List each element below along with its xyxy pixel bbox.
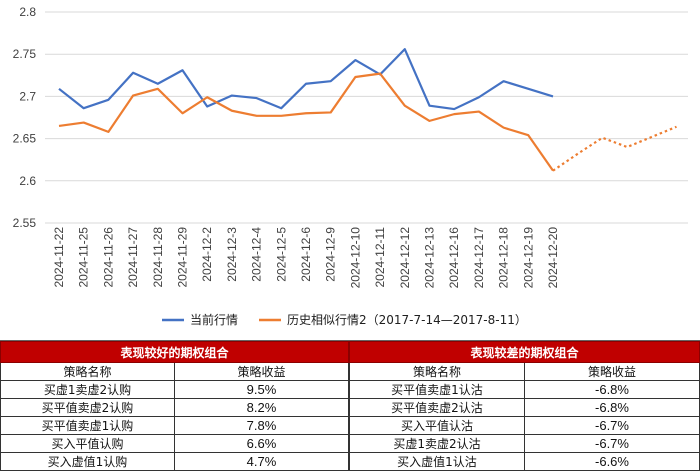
chart-area: 2.55 2.6 2.65 2.7 2.75 2.8 2024-11-22 2024-11-…	[13, 5, 688, 327]
strategy-return: 4.7%	[174, 452, 349, 471]
good-header-name: 策略名称	[0, 362, 175, 381]
table-row: 买虚1卖虚2认沽 -6.7%	[349, 434, 700, 453]
option-strategy-tables: 表现较好的期权组合 策略名称 策略收益 买虚1卖虚2认购 9.5% 买平值卖虚2认…	[0, 340, 700, 473]
x-tick-label: 2024-12-2	[200, 227, 214, 282]
x-tick-label: 2024-11-28	[151, 227, 165, 288]
good-header-return: 策略收益	[174, 362, 349, 381]
x-tick-label: 2024-11-26	[101, 227, 115, 288]
series-lines	[58, 48, 677, 172]
x-tick-label: 2024-12-16	[447, 227, 461, 289]
legend-label-historical: 历史相似行情2（2017-7-14—2017-8-11）	[287, 313, 527, 327]
x-tick-label: 2024-11-22	[52, 227, 66, 288]
strategy-name: 买入虚值1认沽	[349, 452, 525, 471]
bad-strategies-table: 表现较差的期权组合 策略名称 策略收益 买平值卖虚1认沽 -6.8% 买平值卖虚2…	[349, 341, 700, 471]
good-table-title: 表现较好的期权组合	[0, 341, 349, 363]
y-tick-label: 2.75	[13, 47, 37, 61]
strategy-return: 9.5%	[174, 380, 349, 399]
strategy-return: -6.7%	[524, 434, 700, 453]
series-line-1	[58, 72, 554, 172]
x-tick-label: 2024-12-6	[299, 227, 313, 282]
legend: 当前行情 历史相似行情2（2017-7-14—2017-8-11）	[162, 312, 527, 327]
x-tick-label: 2024-12-10	[348, 227, 362, 289]
strategy-name: 买入平值认购	[0, 434, 175, 453]
strategy-name: 买平值卖虚2认购	[0, 398, 175, 417]
x-tick-label: 2024-12-19	[521, 227, 535, 289]
y-tick-label: 2.55	[13, 216, 37, 230]
strategy-name: 买平值卖虚1认沽	[349, 380, 525, 399]
x-tick-label: 2024-12-18	[497, 227, 511, 289]
strategy-name: 买平值卖虚1认购	[0, 416, 175, 435]
x-tick-label: 2024-12-20	[546, 227, 560, 289]
strategy-name: 买虚1卖虚2认购	[0, 380, 175, 399]
x-tick-label: 2024-11-29	[176, 227, 190, 288]
x-tick-label: 2024-12-5	[274, 227, 288, 282]
strategy-return: -6.7%	[524, 416, 700, 435]
strategy-return: 8.2%	[174, 398, 349, 417]
x-tick-label: 2024-12-4	[250, 227, 264, 282]
x-tick-label: 2024-12-17	[472, 227, 486, 289]
strategy-return: -6.8%	[524, 398, 700, 417]
legend-label-current: 当前行情	[190, 312, 238, 327]
line-chart: 2.552.62.652.72.752.8 2024-11-22 2024-11-…	[13, 5, 688, 327]
series-projection-1	[552, 125, 677, 172]
strategy-return: -6.8%	[524, 380, 700, 399]
table-row: 买入虚值1认购 4.7%	[0, 452, 349, 471]
x-tick-label: 2024-12-9	[324, 227, 338, 282]
table-row: 买平值卖虚2认购 8.2%	[0, 398, 349, 417]
y-tick-label: 2.8	[19, 5, 36, 19]
strategy-name: 买虚1卖虚2认沽	[349, 434, 525, 453]
bad-table-title: 表现较差的期权组合	[349, 341, 700, 363]
table-row: 买平值卖虚1认沽 -6.8%	[349, 380, 700, 399]
x-axis-ticks: 2024-11-22 2024-11-25 2024-11-26 2024-11-27…	[52, 227, 560, 289]
x-tick-label: 2024-12-12	[398, 227, 412, 289]
strategy-name: 买入虚值1认购	[0, 452, 175, 471]
strategy-return: 7.8%	[174, 416, 349, 435]
strategy-name: 买平值卖虚2认沽	[349, 398, 525, 417]
y-tick-label: 2.65	[13, 132, 37, 146]
y-axis-ticks: 2.55 2.6 2.65 2.7 2.75 2.8	[13, 5, 37, 230]
table-row: 买虚1卖虚2认购 9.5%	[0, 380, 349, 399]
x-tick-label: 2024-11-27	[126, 227, 140, 288]
table-row: 买入虚值1认沽 -6.6%	[349, 452, 700, 471]
table-row: 买平值卖虚1认购 7.8%	[0, 416, 349, 435]
x-tick-label: 2024-12-11	[373, 227, 387, 288]
strategy-return: -6.6%	[524, 452, 700, 471]
grid-lines	[45, 11, 688, 224]
y-tick-label: 2.7	[19, 89, 36, 103]
series-line-0	[58, 48, 554, 111]
table-row: 买平值卖虚2认沽 -6.8%	[349, 398, 700, 417]
strategy-name: 买入平值认沽	[349, 416, 525, 435]
table-row: 买入平值认沽 -6.7%	[349, 416, 700, 435]
x-tick-label: 2024-11-25	[77, 227, 91, 288]
bad-header-return: 策略收益	[524, 362, 700, 381]
strategy-return: 6.6%	[174, 434, 349, 453]
good-strategies-table: 表现较好的期权组合 策略名称 策略收益 买虚1卖虚2认购 9.5% 买平值卖虚2认…	[0, 341, 349, 471]
table-row: 买入平值认购 6.6%	[0, 434, 349, 453]
x-tick-label: 2024-12-3	[225, 227, 239, 282]
x-tick-label: 2024-12-13	[423, 227, 437, 289]
bad-header-name: 策略名称	[349, 362, 525, 381]
y-tick-label: 2.6	[19, 174, 36, 188]
